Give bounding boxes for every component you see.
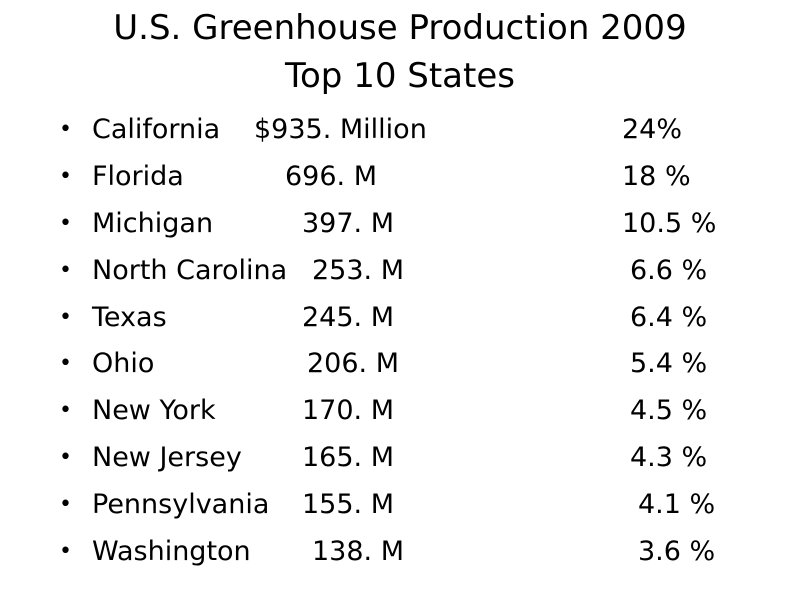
production-value: 245. M	[302, 301, 394, 333]
state-name: Michigan	[92, 207, 214, 239]
state-name: New Jersey	[92, 442, 242, 474]
percent-share: 6.4 %	[630, 301, 708, 333]
production-value: 206. M	[307, 348, 399, 380]
percent-share: 5.4 %	[630, 348, 708, 380]
bullet-icon: •	[59, 398, 72, 424]
state-name: North Carolina	[92, 254, 288, 286]
state-name: Florida	[92, 160, 184, 192]
percent-share: 6.6 %	[630, 254, 708, 286]
bullet-icon: •	[59, 492, 72, 518]
percent-share: 10.5 %	[622, 207, 717, 239]
bullet-icon: •	[59, 117, 72, 142]
percent-share: 3.6 %	[638, 536, 716, 568]
list-item: • California $935. Million 24%	[0, 107, 800, 154]
title-line-2: Top 10 States	[285, 56, 515, 96]
state-name: Washington	[92, 536, 251, 568]
bullet-icon: •	[59, 257, 72, 283]
state-name: Texas	[92, 301, 167, 333]
bullet-icon: •	[59, 163, 72, 189]
percent-share: 4.3 %	[630, 442, 708, 474]
bullet-icon: •	[59, 304, 72, 330]
production-value: 253. M	[312, 254, 404, 286]
bullet-icon: •	[59, 351, 72, 377]
list-item: • New York 170. M 4.5 %	[0, 388, 800, 435]
production-value: $935. Million	[254, 114, 427, 145]
production-value: 397. M	[302, 207, 394, 239]
state-name: Ohio	[92, 348, 155, 380]
percent-share: 4.1 %	[638, 489, 716, 521]
production-value: 155. M	[302, 489, 394, 521]
state-name: California	[92, 114, 221, 145]
title-line-1: U.S. Greenhouse Production 2009	[113, 8, 687, 48]
production-value: 696. M	[285, 160, 377, 192]
percent-share: 4.5 %	[630, 395, 708, 427]
bullet-icon: •	[59, 445, 72, 471]
bullet-icon: •	[59, 539, 72, 565]
state-name: New York	[92, 395, 216, 427]
slide-title: U.S. Greenhouse Production 2009 Top 10 S…	[0, 4, 800, 100]
percent-share: 18 %	[622, 160, 691, 192]
list-item: • Texas 245. M 6.4 %	[0, 295, 800, 342]
list-item: • Washington 138. M 3.6 %	[0, 529, 800, 576]
list-item: • North Carolina 253. M 6.6 %	[0, 248, 800, 295]
production-value: 170. M	[302, 395, 394, 427]
bullet-icon: •	[59, 210, 72, 236]
production-value: 138. M	[312, 536, 404, 568]
states-list: • California $935. Million 24% • Florida…	[0, 107, 800, 576]
list-item: • Florida 696. M 18 %	[0, 154, 800, 201]
list-item: • Ohio 206. M 5.4 %	[0, 341, 800, 388]
list-item: • Michigan 397. M 10.5 %	[0, 201, 800, 248]
production-value: 165. M	[302, 442, 394, 474]
list-item: • New Jersey 165. M 4.3 %	[0, 435, 800, 482]
list-item: • Pennsylvania 155. M 4.1 %	[0, 482, 800, 529]
percent-share: 24%	[622, 114, 683, 145]
state-name: Pennsylvania	[92, 489, 270, 521]
